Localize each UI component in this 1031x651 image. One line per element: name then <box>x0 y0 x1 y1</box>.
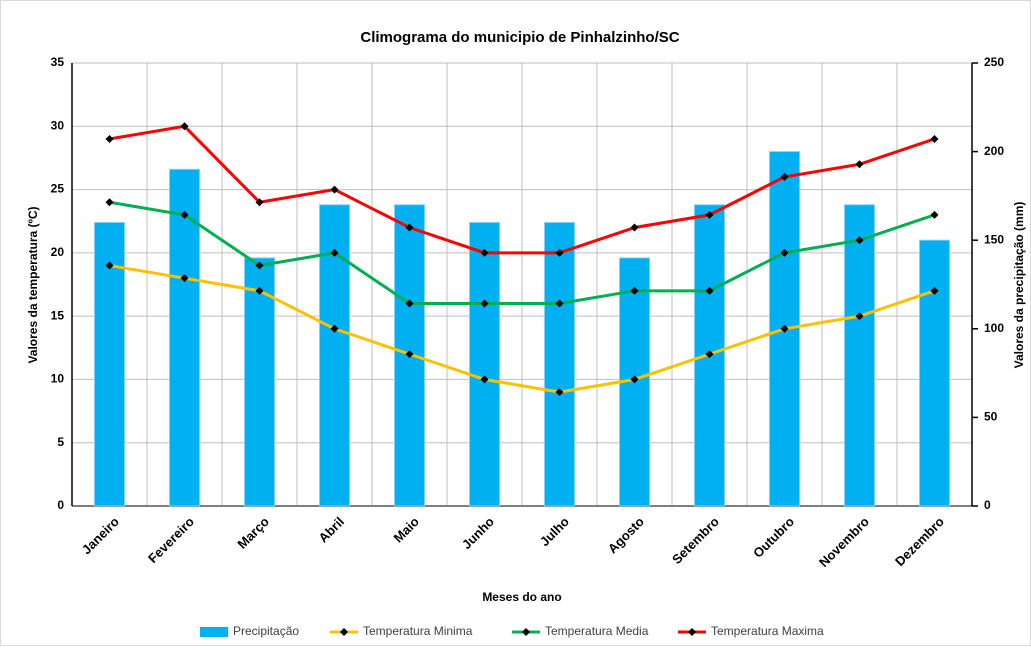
bar <box>844 204 875 507</box>
point-marker <box>630 223 639 232</box>
bar <box>469 221 500 507</box>
point-marker <box>255 286 264 295</box>
y-tick-label: 35 <box>51 55 65 69</box>
point-marker <box>555 388 564 397</box>
legend-label: Precipitação <box>233 624 299 638</box>
point-marker <box>405 223 414 232</box>
point-marker <box>630 375 639 384</box>
point-marker <box>705 286 714 295</box>
point-marker <box>930 134 939 143</box>
point-marker <box>930 286 939 295</box>
point-marker <box>480 299 489 308</box>
y-tick-label: 25 <box>51 182 65 196</box>
y2-axis-title: Valores da precipitação (mm) <box>1012 202 1026 369</box>
y2-tick-label: 100 <box>984 321 1004 335</box>
bar <box>94 221 125 507</box>
point-marker <box>255 198 264 207</box>
y-axis-title: Valores da temperatura (ºC) <box>26 206 40 363</box>
point-marker <box>780 248 789 257</box>
point-marker <box>855 236 864 245</box>
point-marker <box>405 350 414 359</box>
point-marker <box>105 134 114 143</box>
point-marker <box>330 248 339 257</box>
y2-tick-label: 50 <box>984 410 998 424</box>
y-tick-label: 15 <box>51 308 65 322</box>
point-marker <box>255 261 264 270</box>
x-axis-title: Meses do ano <box>482 590 561 604</box>
line <box>109 264 935 394</box>
bar <box>919 239 950 507</box>
point-marker <box>180 122 189 131</box>
point-marker <box>180 274 189 283</box>
legend-swatch <box>200 627 228 637</box>
y2-tick-label: 250 <box>984 55 1004 69</box>
point-marker <box>105 198 114 207</box>
y2-tick-label: 200 <box>984 144 1004 158</box>
y-tick-label: 0 <box>57 498 64 512</box>
point-marker <box>105 261 114 270</box>
bar <box>544 221 575 507</box>
y2-tick-label: 150 <box>984 232 1004 246</box>
point-marker <box>180 210 189 219</box>
y2-tick-label: 0 <box>984 498 991 512</box>
y-tick-label: 20 <box>51 245 65 259</box>
y-tick-label: 10 <box>51 372 65 386</box>
point-marker <box>630 286 639 295</box>
point-marker <box>480 375 489 384</box>
point-marker <box>930 210 939 219</box>
point-marker <box>780 172 789 181</box>
point-marker <box>480 248 489 257</box>
point-marker <box>705 210 714 219</box>
legend-marker <box>340 628 348 636</box>
legend-marker <box>688 628 696 636</box>
y-tick-label: 30 <box>51 118 65 132</box>
point-marker <box>555 248 564 257</box>
point-marker <box>705 350 714 359</box>
legend-marker <box>522 628 530 636</box>
point-marker <box>855 312 864 321</box>
point-marker <box>330 324 339 333</box>
point-marker <box>855 160 864 169</box>
line <box>109 200 935 305</box>
point-marker <box>780 324 789 333</box>
line <box>109 124 935 255</box>
chart-title: Climograma do municipio de Pinhalzinho/S… <box>360 29 679 46</box>
legend-label: Temperatura Media <box>545 624 649 638</box>
legend-label: Temperatura Minima <box>363 624 473 638</box>
point-marker <box>330 185 339 194</box>
bar <box>244 257 275 507</box>
legend-label: Temperatura Maxima <box>711 624 824 638</box>
y-tick-label: 5 <box>57 435 64 449</box>
bar <box>169 168 200 507</box>
point-marker <box>555 299 564 308</box>
point-marker <box>405 299 414 308</box>
